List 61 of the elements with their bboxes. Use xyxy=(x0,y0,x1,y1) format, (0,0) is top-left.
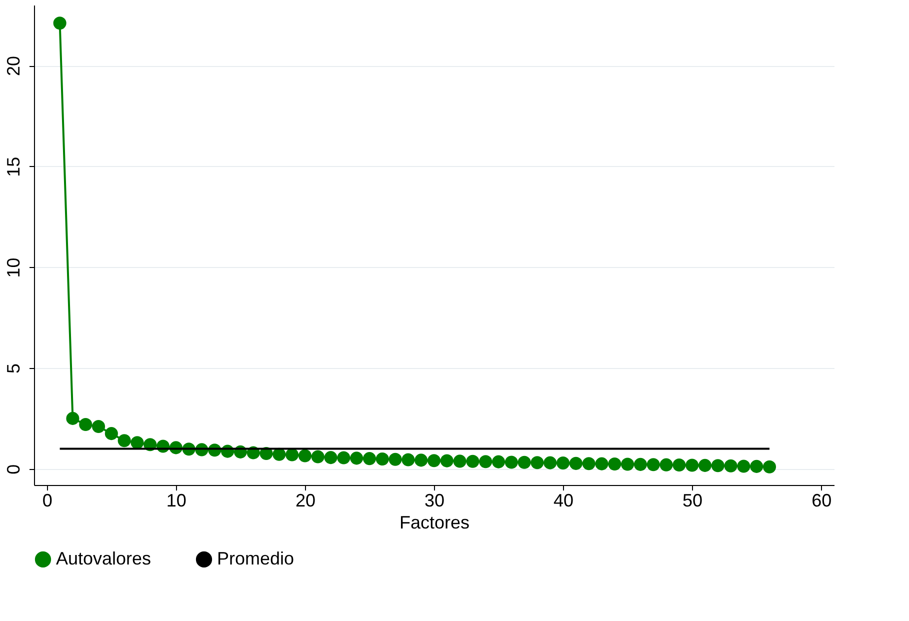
point xyxy=(414,454,428,467)
point xyxy=(53,16,66,30)
point xyxy=(479,455,492,468)
point xyxy=(388,452,402,466)
point xyxy=(324,451,338,464)
point xyxy=(569,456,582,470)
legend-label: Autovalores xyxy=(56,548,152,568)
y-tick-label: 15 xyxy=(4,156,24,177)
point xyxy=(518,456,531,469)
point xyxy=(595,457,608,470)
point xyxy=(362,452,376,466)
x-tick-label: 30 xyxy=(424,490,445,510)
point xyxy=(79,418,92,431)
point xyxy=(130,436,144,450)
point xyxy=(376,452,389,466)
point xyxy=(272,448,286,461)
point xyxy=(621,458,634,471)
point xyxy=(453,454,466,468)
point xyxy=(350,452,364,465)
point xyxy=(118,434,131,448)
point xyxy=(402,453,415,466)
point xyxy=(440,454,454,468)
point xyxy=(311,450,324,464)
x-tick-label: 20 xyxy=(295,490,316,510)
point xyxy=(492,455,506,468)
point xyxy=(556,456,570,470)
point xyxy=(724,459,738,472)
point xyxy=(634,458,647,471)
legend-label: Promedio xyxy=(217,548,294,568)
x-tick-label: 40 xyxy=(554,490,574,510)
point xyxy=(698,458,712,472)
y-tick-label: 5 xyxy=(4,364,24,374)
x-tick-label: 0 xyxy=(42,490,52,510)
point xyxy=(582,457,596,470)
point xyxy=(66,412,80,425)
point xyxy=(608,458,622,471)
x-tick-label: 60 xyxy=(812,490,832,510)
point xyxy=(711,459,724,472)
point xyxy=(427,454,441,468)
x-tick-label: 10 xyxy=(166,490,186,510)
point xyxy=(504,456,518,469)
point xyxy=(337,451,350,464)
point xyxy=(286,448,299,462)
point xyxy=(298,449,312,462)
point xyxy=(750,460,764,473)
point xyxy=(762,460,776,474)
point xyxy=(646,458,660,472)
point xyxy=(104,427,118,440)
y-tick-label: 10 xyxy=(4,258,24,278)
point xyxy=(686,458,699,472)
point xyxy=(737,460,750,473)
x-tick-label: 50 xyxy=(682,490,703,510)
point xyxy=(660,458,673,472)
point xyxy=(466,454,480,468)
y-tick-label: 20 xyxy=(4,56,24,76)
point xyxy=(672,458,686,472)
x-axis-title: Factores xyxy=(399,512,470,532)
point xyxy=(530,456,544,470)
point xyxy=(92,420,106,434)
point xyxy=(544,456,557,470)
y-tick-label: 0 xyxy=(4,464,24,474)
